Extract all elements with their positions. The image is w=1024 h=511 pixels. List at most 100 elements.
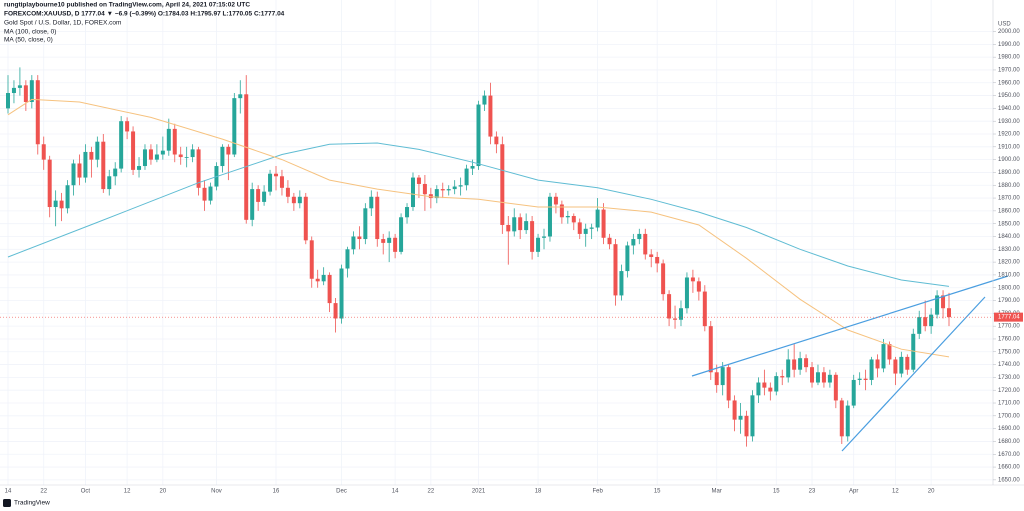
candle-body: [381, 239, 386, 243]
y-tick-label: 1810.00: [998, 272, 1020, 278]
candle-body: [17, 85, 22, 88]
y-tick-label: 1820.00: [998, 260, 1020, 266]
candle-body: [196, 149, 201, 188]
candle-body: [125, 121, 130, 132]
candle-body: [708, 326, 713, 373]
candle-body: [643, 233, 648, 255]
candle-body: [815, 372, 820, 383]
candle-body: [405, 207, 410, 218]
candle-body: [607, 237, 612, 245]
candle-body: [667, 294, 672, 319]
x-tick-label: Nov: [211, 489, 222, 495]
grid: [0, 0, 993, 485]
candle-body: [732, 400, 737, 420]
candle-body: [77, 163, 82, 178]
candle-body: [833, 374, 838, 401]
candle-body: [345, 249, 350, 269]
candle-body: [905, 356, 910, 370]
candle-body: [452, 186, 457, 190]
candle-body: [428, 194, 433, 199]
candle-body: [71, 163, 76, 186]
candle-body: [500, 144, 505, 225]
attribution: rungtiplaybourne10 published on TradingV…: [4, 2, 250, 9]
candle-body: [178, 154, 183, 158]
candle-body: [351, 236, 356, 250]
brand: TradingView: [14, 500, 50, 507]
candle-body: [363, 208, 368, 240]
candle-body: [750, 395, 755, 437]
x-tick-label: 22: [40, 489, 47, 495]
x-tick-label: 12: [892, 489, 899, 495]
y-tick-label: 1760.00: [998, 337, 1020, 343]
candle-body: [690, 277, 695, 282]
candle-body: [762, 382, 767, 388]
candle-body: [172, 128, 177, 155]
candle-body: [297, 196, 302, 204]
candle-body: [821, 372, 826, 383]
candle-body: [726, 367, 731, 401]
x-tick-label: 16: [273, 489, 280, 495]
y-tick-label: 1980.00: [998, 55, 1020, 61]
candle-body: [375, 196, 380, 240]
x-tick-label: 2021: [472, 489, 486, 495]
candle-body: [226, 146, 231, 155]
candle-body: [309, 240, 314, 279]
candle-body: [321, 274, 326, 282]
y-tick-label: 1750.00: [998, 349, 1020, 355]
candle-body: [47, 159, 52, 208]
candle-body: [416, 177, 421, 184]
candle-body: [649, 254, 654, 257]
candle-body: [702, 291, 707, 327]
y-tick-label: 1790.00: [998, 298, 1020, 304]
candle-body: [935, 295, 940, 315]
candle-body: [559, 204, 564, 218]
candle-body: [333, 303, 338, 319]
candle-body: [268, 173, 273, 192]
y-tick-label: 1960.00: [998, 80, 1020, 86]
y-tick-label: 1910.00: [998, 144, 1020, 150]
candle-body: [565, 215, 570, 218]
y-tick-label: 1840.00: [998, 234, 1020, 240]
candle-body: [274, 173, 279, 177]
y-tick-label: 1740.00: [998, 362, 1020, 368]
y-tick-label: 1950.00: [998, 93, 1020, 99]
x-tick-label: 14: [392, 489, 399, 495]
candle-body: [720, 367, 725, 386]
currency: USD: [998, 22, 1011, 28]
x-tick-label: Feb: [592, 489, 603, 495]
candle-body: [881, 344, 886, 369]
candle-body: [142, 149, 147, 167]
candle-body: [655, 256, 660, 264]
y-tick-label: 1890.00: [998, 170, 1020, 176]
x-tick-label: 22: [428, 489, 435, 495]
candle-body: [530, 221, 535, 252]
y-tick-label: 1670.00: [998, 452, 1020, 458]
candle-body: [768, 387, 773, 392]
candle-body: [893, 359, 898, 374]
candle-body: [780, 376, 785, 378]
candle-body: [83, 151, 88, 178]
candle-body: [89, 151, 94, 160]
y-tick-label: 1720.00: [998, 388, 1020, 394]
candle-body: [804, 358, 809, 368]
plot: [6, 67, 951, 447]
candle-body: [714, 372, 719, 386]
candle-body: [839, 400, 844, 437]
candle-body: [11, 87, 16, 94]
candle-body: [464, 168, 469, 186]
candle-body: [923, 317, 928, 327]
y-tick-label: 1990.00: [998, 42, 1020, 48]
candle-body: [29, 80, 34, 102]
candle-body: [250, 189, 255, 220]
candle-body: [148, 149, 153, 160]
candle-body: [869, 359, 874, 380]
candle-body: [595, 209, 600, 228]
candle-body: [6, 93, 10, 109]
candle-body: [65, 185, 70, 209]
candle-body: [756, 382, 761, 396]
y-tick-label: 1870.00: [998, 196, 1020, 202]
candle-body: [571, 215, 576, 223]
y-tick-label: 1920.00: [998, 132, 1020, 138]
y-tick-label: 1860.00: [998, 208, 1020, 214]
